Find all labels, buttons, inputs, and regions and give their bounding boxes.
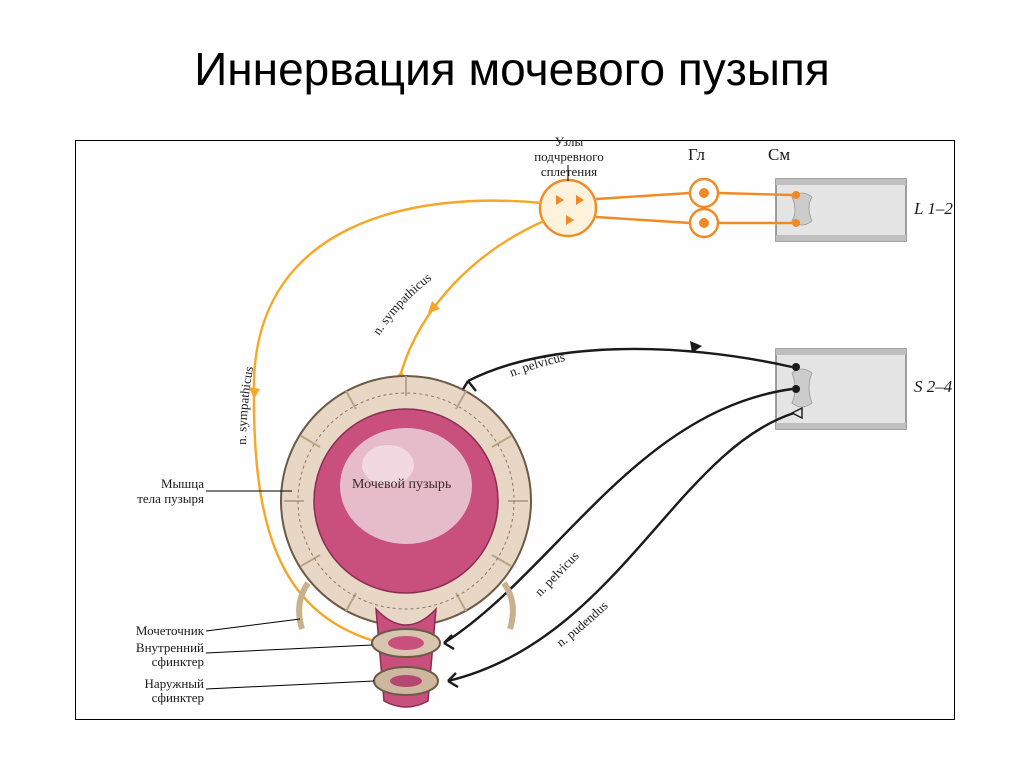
label-n-pelvicus-lower: n. pelvicus: [532, 548, 582, 599]
label-gl: Гл: [688, 145, 705, 165]
diagram-svg: n. sympathicus n. sympathicus n. pelvicu…: [76, 141, 956, 721]
label-detrusor: Мышца тела пузыря: [94, 477, 204, 507]
spinal-box-lumbar: [776, 179, 906, 241]
label-l12: L 1–2: [914, 199, 953, 219]
n-sympathicus-top: [401, 221, 544, 373]
plexus-ganglion: [540, 180, 690, 236]
label-s24: S 2–4: [914, 377, 952, 397]
label-external-sphincter: Наружный сфинктер: [94, 677, 204, 706]
page-title: Иннервация мочевого пузыпя: [0, 42, 1024, 96]
slide: Иннервация мочевого пузыпя: [0, 0, 1024, 768]
svg-text:n. pelvicus: n. pelvicus: [532, 548, 582, 599]
spinal-box-sacral: [776, 349, 906, 429]
label-n-sympathicus-top: n. sympathicus: [369, 270, 434, 338]
label-internal-sphincter: Внутренний сфинктер: [94, 641, 204, 670]
label-bladder-center: Мочевой пузырь: [352, 477, 451, 493]
label-ureter: Мочеточник: [94, 623, 204, 639]
svg-text:n. pelvicus: n. pelvicus: [507, 349, 566, 380]
svg-text:n. sympathicus: n. sympathicus: [369, 270, 434, 338]
bladder: [281, 376, 531, 707]
figure-box: n. sympathicus n. sympathicus n. pelvicu…: [75, 140, 955, 720]
label-plexus-ganglia: Узлы подчревного сплетения: [514, 135, 624, 180]
label-sm: См: [768, 145, 790, 165]
label-n-pelvicus-upper: n. pelvicus: [507, 349, 566, 380]
